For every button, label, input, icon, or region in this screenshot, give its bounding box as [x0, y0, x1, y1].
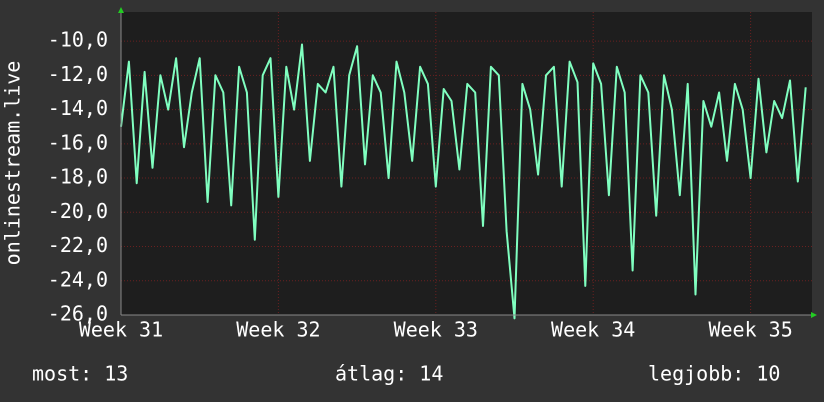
y-tick-label: -20,0: [48, 199, 108, 223]
x-tick-label: Week 32: [236, 318, 320, 342]
footer-average: átlag: 14: [335, 362, 443, 386]
y-tick-label: -18,0: [48, 165, 108, 189]
footer-current: most: 13: [32, 362, 128, 386]
series-line: [120, 43, 807, 320]
axis-arrow: [811, 312, 817, 318]
x-tick-label: Week 31: [79, 318, 163, 342]
x-tick-label: Week 33: [394, 318, 478, 342]
y-tick-label: -22,0: [48, 233, 108, 257]
y-tick-label: -14,0: [48, 96, 108, 120]
footer-best: legjobb: 10: [648, 362, 780, 386]
plot: [120, 43, 807, 320]
y-tick-label: -16,0: [48, 130, 108, 154]
y-tick-label: -26,0: [48, 302, 108, 326]
x-tick-label: Week 34: [551, 318, 635, 342]
y-axis-label: onlinestream.live: [1, 61, 25, 266]
plot-area: [121, 12, 812, 315]
y-tick-label: -12,0: [48, 62, 108, 86]
x-tick-label: Week 35: [708, 318, 792, 342]
y-tick-label: -24,0: [48, 267, 108, 291]
y-tick-label: -10,0: [48, 28, 108, 52]
axis-arrow: [118, 7, 124, 13]
